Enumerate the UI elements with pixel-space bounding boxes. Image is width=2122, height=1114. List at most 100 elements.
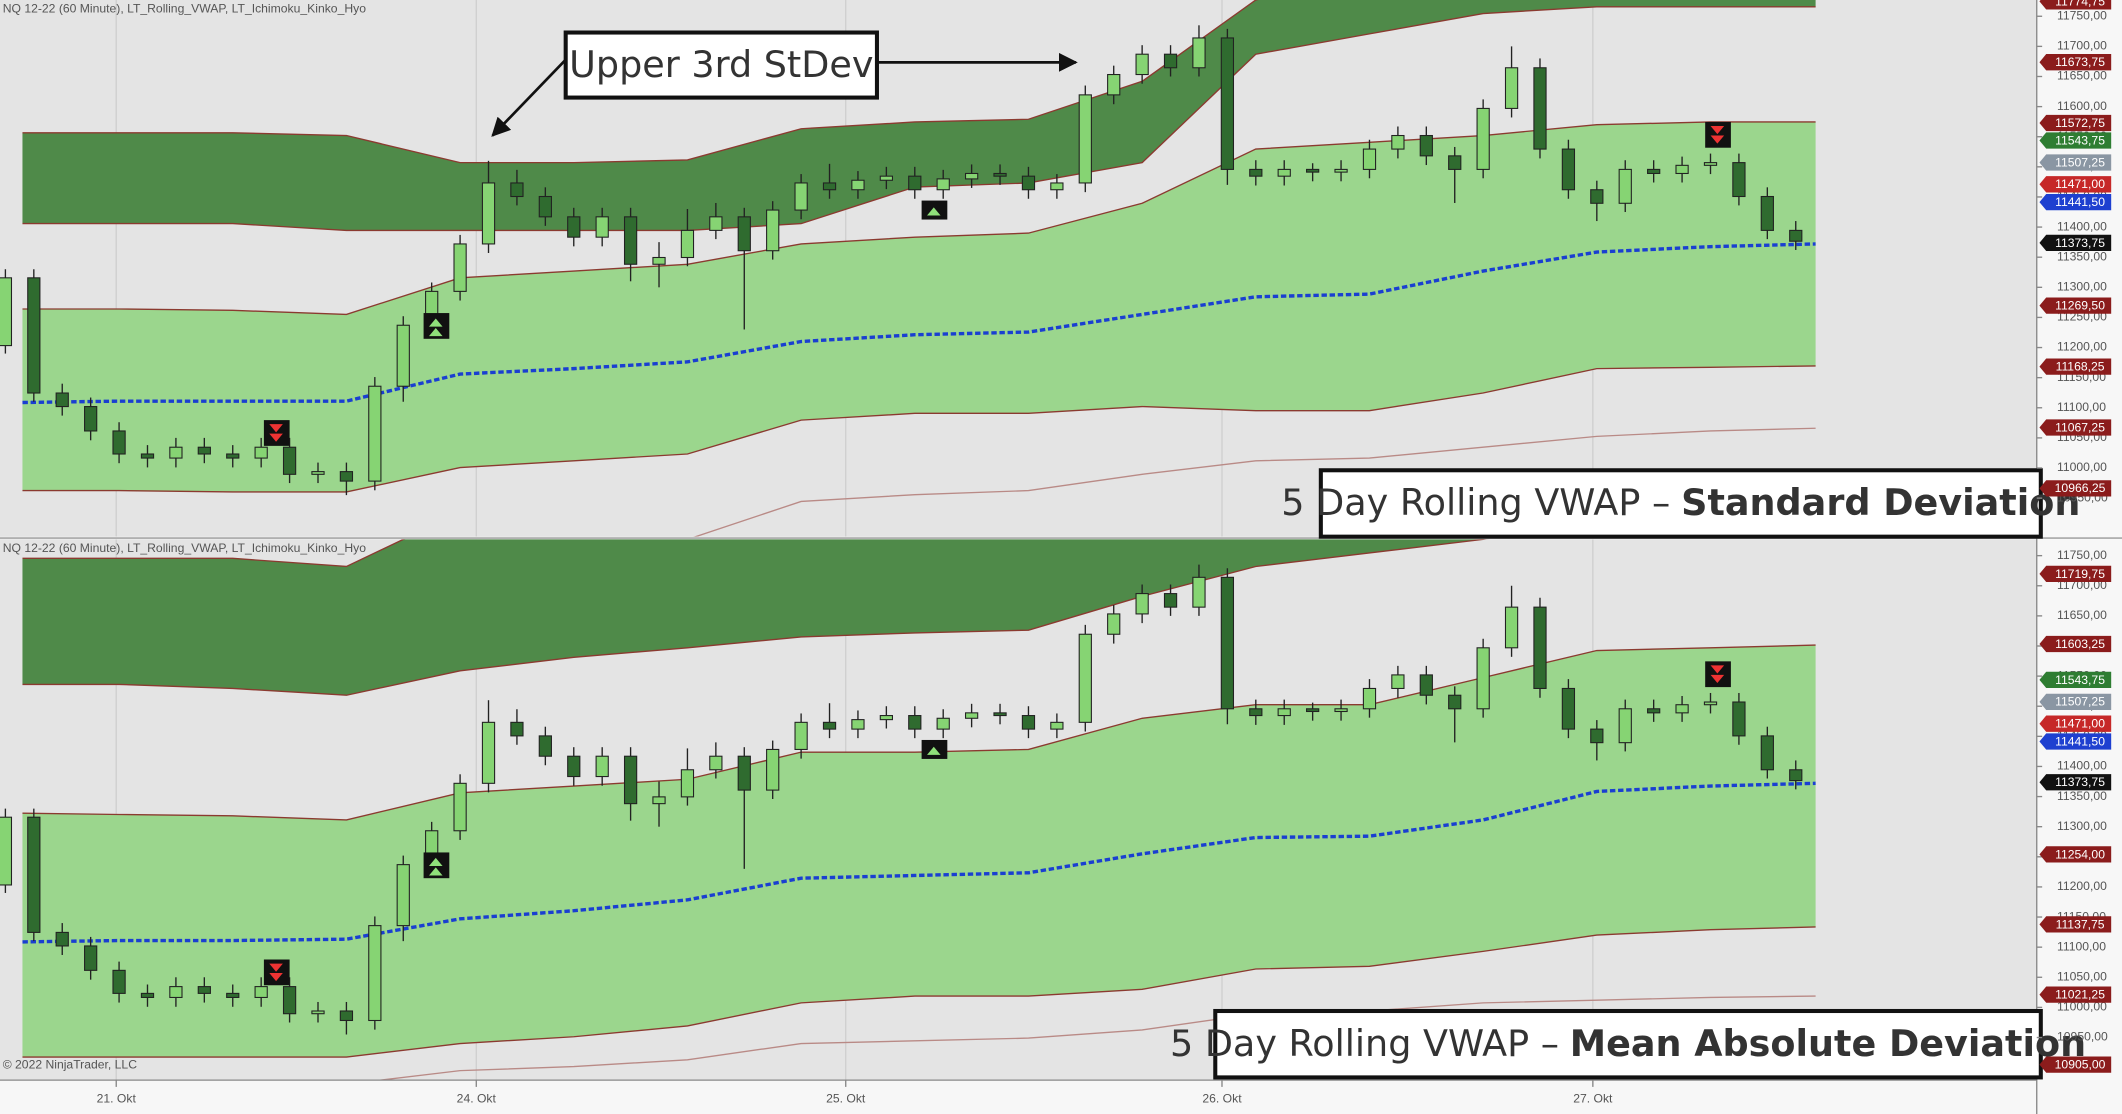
candle-body [27, 816, 41, 933]
x-tick-label: 25. Okt [826, 1091, 866, 1105]
price-marker [2039, 234, 2112, 252]
candle-body [1675, 704, 1689, 714]
candle-body [84, 945, 98, 971]
candle-body [1703, 701, 1718, 706]
candle-body [1561, 148, 1576, 191]
candle-body [396, 324, 410, 387]
price-marker [2039, 1056, 2112, 1073]
candle-body [510, 182, 524, 198]
candle-body [936, 178, 950, 191]
price-marker-label: 11269,50 [2055, 299, 2105, 313]
signal-icon [921, 200, 948, 220]
price-marker [2039, 114, 2112, 132]
candle-body [1306, 168, 1320, 173]
annotation-box [563, 30, 879, 100]
candle-body [226, 992, 240, 998]
y-tick-label: 11300,00 [2057, 819, 2107, 833]
candle-body [1334, 708, 1348, 713]
band-line [22, 539, 1488, 696]
candle-body [737, 755, 751, 791]
signal-icon [1705, 121, 1731, 148]
x-tick-label: 27. Okt [1573, 1091, 1613, 1105]
candle-body [822, 182, 837, 191]
candle-body [282, 446, 297, 475]
candle-body [1448, 694, 1462, 710]
price-marker-label: 11543,75 [2055, 673, 2105, 687]
candle-body [1476, 647, 1490, 710]
candle-body [1306, 708, 1320, 713]
y-tick-label: 11700,00 [2057, 39, 2107, 53]
candle-body [1249, 708, 1263, 717]
signal-icon [263, 959, 290, 986]
candle-body [1504, 606, 1519, 649]
price-marker-label: 11572,75 [2055, 116, 2105, 130]
y-tick-label: 11300,00 [2057, 280, 2107, 294]
price-marker [2039, 54, 2112, 71]
vwap-line [22, 781, 1816, 944]
candle-body [1107, 613, 1121, 635]
candle-body [595, 216, 609, 238]
annotation-text: Upper 3rd StDev [569, 43, 873, 86]
x-tick-label: 21. Okt [97, 1091, 137, 1105]
candle-body [964, 712, 979, 719]
candle-body [1078, 94, 1092, 184]
y-tick-label: 11000,00 [2057, 1000, 2107, 1014]
y-tick-label: 11100,00 [2057, 400, 2106, 414]
price-marker [2039, 0, 2112, 10]
candle-body [766, 748, 780, 791]
candle-body [1107, 73, 1121, 96]
band-line [22, 365, 1816, 493]
candle-body [1021, 175, 1036, 191]
candle-body [1533, 606, 1547, 689]
candle-body [1362, 148, 1377, 170]
candle-body [1135, 53, 1149, 76]
candle-body [112, 430, 126, 455]
candle-body [311, 471, 325, 475]
y-tick-label: 11650,00 [2057, 608, 2107, 622]
band-fill [22, 121, 1816, 492]
y-tick-label: 11200,00 [2057, 879, 2107, 893]
y-tick-label: 11100,00 [2057, 939, 2106, 953]
price-marker-label: 11774,75 [2055, 0, 2105, 8]
candle-body [567, 216, 581, 238]
band-line [374, 995, 1816, 1081]
panel-title: NQ 12-22 (60 Minute), LT_Rolling_VWAP, L… [3, 2, 366, 16]
candle-body [368, 925, 382, 1022]
price-marker [2039, 176, 2112, 193]
candle-body [1334, 168, 1348, 173]
candle-body [197, 986, 211, 994]
candle-body [1135, 593, 1149, 615]
candle-body [822, 721, 837, 730]
price-marker [2039, 635, 2112, 653]
candle-body [1163, 53, 1178, 69]
candle-body [169, 446, 183, 459]
price-marker [2039, 774, 2112, 791]
candle-body [623, 755, 638, 805]
panel-label-text: 5 Day Rolling VWAP – [1281, 481, 1670, 524]
copyright: © 2022 NinjaTrader, LLC [3, 1057, 137, 1071]
candle-body [27, 277, 41, 394]
price-marker-label: 11254,00 [2055, 847, 2105, 861]
price-marker-label: 11441,50 [2055, 734, 2105, 748]
candle-body [1192, 576, 1206, 608]
price-marker-label: 11021,25 [2055, 987, 2105, 1001]
candle-body [709, 755, 723, 771]
candle-body [55, 931, 69, 947]
candle-body [993, 712, 1007, 717]
candle-body [1647, 708, 1661, 714]
band-line [22, 926, 1816, 1058]
candle-body [1590, 728, 1604, 744]
price-marker-label: 11719,75 [2055, 567, 2105, 581]
price-marker [2039, 297, 2112, 314]
band-line [22, 644, 1816, 821]
candle-body [1220, 37, 1235, 170]
candle-body [908, 175, 922, 191]
band-fill [22, 645, 1816, 1058]
candle-body [1050, 721, 1064, 730]
band-line [22, 539, 405, 568]
price-marker-label: 11441,50 [2055, 195, 2105, 209]
candle-body [1448, 155, 1462, 170]
candle-body [1732, 701, 1746, 737]
panel-label-box [1318, 468, 2043, 539]
